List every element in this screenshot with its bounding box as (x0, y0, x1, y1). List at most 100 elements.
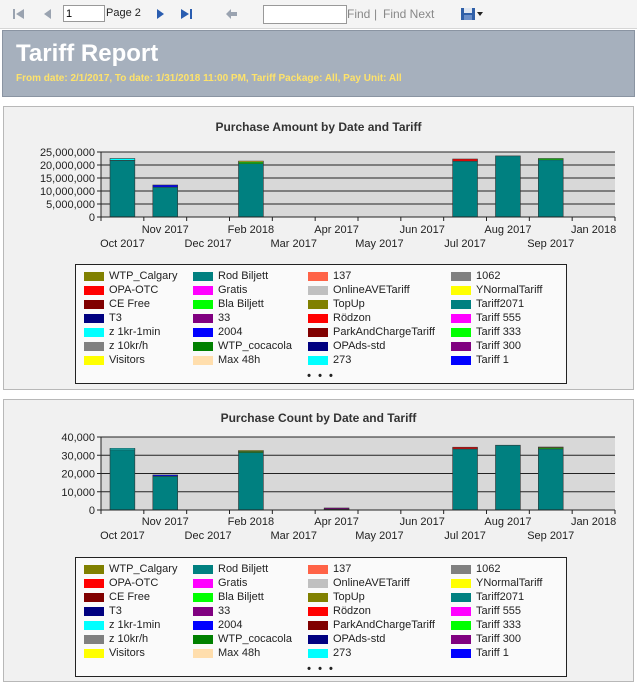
legend-item: 1062 (451, 563, 500, 575)
legend-item: Rod Biljett (193, 270, 268, 282)
legend-label: Bla Biljett (218, 298, 264, 310)
legend-label: 33 (218, 605, 231, 617)
bar-segment (452, 158, 478, 162)
bar-segment (152, 184, 178, 188)
legend-item: Tariff 300 (451, 340, 521, 352)
legend-label: Tariff 333 (476, 619, 522, 631)
legend-label: 137 (333, 270, 352, 282)
export-button[interactable] (457, 6, 487, 22)
legend-item: Rod Biljett (193, 563, 268, 575)
legend-swatch (84, 341, 104, 351)
legend-label: YNormalTariff (476, 284, 543, 296)
y-tick-label: 10,000,000 (40, 186, 95, 198)
legend-item: TopUp (308, 591, 365, 603)
legend-label: Tariff 300 (476, 633, 522, 645)
legend-label: 273 (333, 354, 352, 366)
legend-swatch (308, 578, 328, 588)
x-tick-label: Aug 2017 (484, 224, 531, 236)
legend-swatch (308, 327, 328, 337)
bar-segment (238, 450, 264, 452)
legend-item: Visitors (84, 354, 145, 366)
legend-label: WTP_Calgary (109, 563, 178, 575)
legend-swatch (451, 592, 471, 602)
legend-swatch (308, 299, 328, 309)
legend-item: Tariff 300 (451, 633, 521, 645)
legend-item: 33 (193, 312, 230, 324)
next-page-button[interactable] (152, 6, 168, 22)
legend-item: z 10kr/h (84, 340, 148, 352)
legend-label: z 10kr/h (109, 633, 149, 645)
bar-segment (109, 158, 136, 161)
legend-label: Tariff 300 (476, 340, 522, 352)
bar-segment (109, 448, 136, 451)
legend-swatch (308, 313, 328, 323)
legend-swatch (193, 634, 213, 644)
save-disk-icon (461, 8, 475, 20)
legend-item: Max 48h (193, 354, 260, 366)
legend-label: 2004 (218, 326, 243, 338)
legend-label: Tariff 1 (476, 647, 509, 659)
legend-more-indicator[interactable]: • • • (307, 663, 335, 675)
report-toolbar: Page 2 Find | Find Next (0, 0, 637, 29)
legend-item: TopUp (308, 298, 365, 310)
legend-swatch (451, 299, 471, 309)
legend-item: T3 (84, 312, 122, 324)
legend-item: 137 (308, 270, 351, 282)
find-next-link[interactable]: Find Next (383, 7, 435, 21)
x-tick-label: Oct 2017 (100, 238, 145, 250)
previous-page-button[interactable] (40, 6, 56, 22)
page-number-input[interactable] (63, 5, 105, 22)
bar-segment (452, 448, 478, 511)
y-tick-label: 20,000 (61, 469, 95, 481)
legend-label: OnlineAVETariff (333, 577, 410, 589)
legend-item: Max 48h (193, 647, 260, 659)
legend-item: 33 (193, 605, 230, 617)
legend-swatch (308, 592, 328, 602)
previous-page-icon (44, 9, 51, 19)
legend-swatch (308, 564, 328, 574)
legend-swatch (308, 634, 328, 644)
find-text-input[interactable] (263, 5, 347, 24)
x-tick-label: Feb 2018 (228, 224, 274, 236)
back-to-parent-button[interactable] (224, 6, 240, 22)
legend-swatch (84, 648, 104, 658)
legend-swatch (451, 634, 471, 644)
legend-swatch (193, 341, 213, 351)
legend-more-indicator[interactable]: • • • (307, 370, 335, 382)
chart-title: Purchase Amount by Date and Tariff (215, 120, 422, 134)
legend-swatch (193, 355, 213, 365)
legend-swatch (84, 620, 104, 630)
legend-swatch (193, 271, 213, 281)
next-page-icon (157, 9, 164, 19)
legend-item: OPA-OTC (84, 577, 158, 589)
legend-swatch (451, 271, 471, 281)
x-tick-label: May 2017 (355, 238, 403, 250)
legend-item: Tariff 555 (451, 312, 521, 324)
report-parameters: From date: 2/1/2017, To date: 1/31/2018 … (16, 73, 402, 84)
report-title: Tariff Report (16, 40, 159, 67)
x-tick-label: Dec 2017 (185, 530, 232, 542)
y-tick-label: 25,000,000 (40, 147, 95, 159)
legend-swatch (308, 648, 328, 658)
legend-swatch (308, 355, 328, 365)
legend-swatch (193, 299, 213, 309)
legend-item: Visitors (84, 647, 145, 659)
purchase-amount-panel: Purchase Amount by Date and Tariff 0 5,00… (3, 106, 634, 390)
legend-label: WTP_Calgary (109, 270, 178, 282)
legend-swatch (193, 285, 213, 295)
find-link[interactable]: Find (347, 7, 371, 21)
legend-label: T3 (109, 605, 122, 617)
last-page-button[interactable] (178, 6, 194, 22)
legend-label: z 1kr-1min (109, 326, 161, 338)
bar-segment (538, 446, 564, 449)
first-page-button[interactable] (11, 6, 27, 22)
legend-label: WTP_cocacola (218, 633, 292, 645)
legend-swatch (451, 620, 471, 630)
legend-swatch (84, 327, 104, 337)
legend-swatch (193, 620, 213, 630)
legend-label: 137 (333, 563, 352, 575)
bar-segment (238, 452, 264, 511)
x-tick-label: Sep 2017 (527, 238, 574, 250)
legend-label: TopUp (333, 298, 365, 310)
x-tick-label: Nov 2017 (142, 224, 189, 236)
